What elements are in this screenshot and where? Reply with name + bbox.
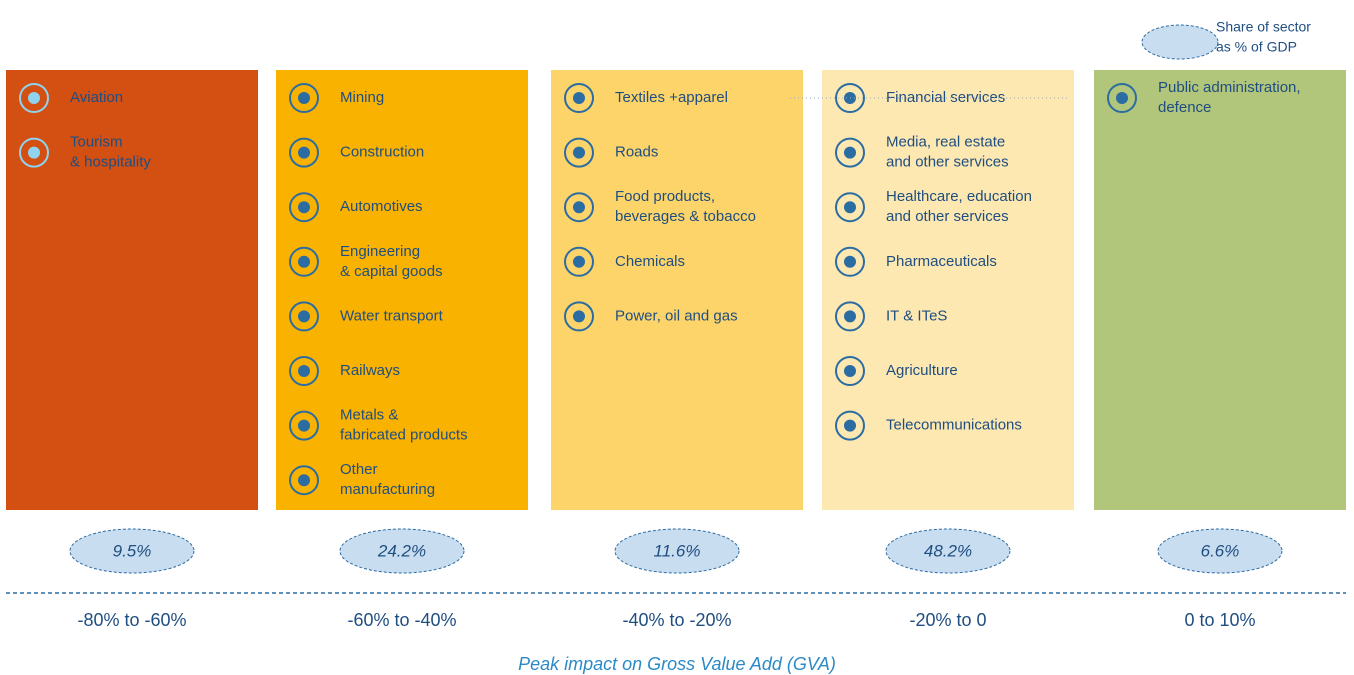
sector-icon-glyph: [298, 365, 310, 377]
sector-label: Tourism: [70, 134, 123, 151]
sector-icon: [835, 192, 865, 223]
sector-icon: [835, 356, 865, 386]
sector-label: Food products,: [615, 188, 715, 205]
range-label: -60% to -40%: [347, 610, 456, 630]
sector-icon-glyph: [298, 310, 310, 323]
share-label: 9.5%: [113, 541, 152, 560]
sector-icon: [564, 301, 594, 332]
sector-icon: [289, 410, 319, 441]
sector-label: Roads: [615, 144, 658, 161]
sector-icon-glyph: [844, 201, 856, 214]
sector-icon: [835, 137, 865, 168]
sector-icon-glyph: [844, 365, 856, 377]
sector-icon-glyph: [298, 255, 310, 268]
sector-icon-glyph: [298, 146, 310, 159]
sector-label: Textiles +apparel: [615, 89, 728, 106]
sector-label: Engineering: [340, 243, 420, 260]
sector-icon: [289, 83, 319, 113]
sector-icon: [835, 246, 865, 277]
sector-icon: [289, 246, 319, 277]
sector-label: Construction: [340, 144, 424, 161]
share-label: 48.2%: [924, 541, 972, 560]
share-bubble: [885, 528, 1011, 574]
range-label: -80% to -60%: [77, 610, 186, 630]
sector-icon: [564, 83, 594, 113]
sector-label: and other services: [886, 154, 1009, 171]
sector-icon-glyph: [298, 474, 310, 487]
sector-icon: [564, 192, 594, 223]
sector-icon-glyph: [573, 201, 585, 214]
sector-icon: [835, 410, 865, 441]
sector-label: Telecommunications: [886, 417, 1022, 434]
sector-label: Aviation: [70, 89, 123, 106]
sector-label: and other services: [886, 208, 1009, 225]
share-bubble: [1157, 528, 1283, 574]
share-label: 6.6%: [1201, 541, 1240, 560]
sector-icon-glyph: [28, 146, 40, 159]
sector-icon-glyph: [298, 92, 310, 104]
sector-icon: [289, 356, 319, 386]
sector-icon-glyph: [573, 146, 585, 159]
sector-label: Mining: [340, 89, 384, 106]
column: [1094, 70, 1346, 510]
sector-label: Pharmaceuticals: [886, 253, 997, 270]
sector-icon-glyph: [298, 201, 310, 214]
sector-label: defence: [1158, 99, 1211, 116]
sector-icon: [564, 137, 594, 168]
sector-icon-glyph: [844, 419, 856, 432]
sector-label: & hospitality: [70, 154, 151, 171]
sector-icon: [289, 301, 319, 332]
sector-label: fabricated products: [340, 427, 468, 444]
sector-label: IT & ITeS: [886, 307, 947, 324]
share-bubble: [69, 528, 195, 574]
sector-label: Other: [340, 461, 378, 478]
sector-icon-glyph: [28, 92, 40, 104]
sector-label: Healthcare, education: [886, 188, 1032, 205]
legend-text: as % of GDP: [1216, 39, 1297, 55]
sector-label: Public administration,: [1158, 79, 1301, 96]
sector-label: Chemicals: [615, 253, 685, 270]
range-label: -20% to 0: [909, 610, 986, 630]
sector-label: Power, oil and gas: [615, 307, 738, 324]
sector-label: Metals &: [340, 407, 398, 424]
column: [551, 70, 803, 510]
sector-icon-glyph: [844, 146, 856, 159]
footer: Peak impact on Gross Value Add (GVA): [518, 654, 836, 674]
sector-icon: [289, 137, 319, 168]
sector-label: Water transport: [340, 307, 444, 324]
range-label: 0 to 10%: [1184, 610, 1255, 630]
sector-icon-glyph: [573, 255, 585, 268]
sector-icon-glyph: [844, 310, 856, 323]
sector-icon: [1107, 83, 1137, 113]
sector-icon: [289, 465, 319, 496]
sector-icon: [835, 83, 865, 113]
sector-icon-glyph: [1116, 92, 1128, 104]
sector-label: beverages & tobacco: [615, 208, 756, 225]
sector-label: Automotives: [340, 198, 423, 215]
sector-icon-glyph: [844, 255, 856, 268]
sector-icon: [835, 301, 865, 332]
share-label: 11.6%: [654, 541, 701, 560]
sector-label: Media, real estate: [886, 134, 1005, 151]
share-bubble: [614, 528, 740, 574]
column: [822, 70, 1074, 510]
sector-label: Financial services: [886, 89, 1005, 106]
sector-icon: [564, 246, 594, 277]
share-bubble: [339, 528, 465, 574]
column: [6, 70, 258, 510]
sector-label: Agriculture: [886, 362, 958, 379]
sector-icon: [289, 192, 319, 223]
sector-label: Railways: [340, 362, 400, 379]
legend-text: Share of sector: [1216, 19, 1311, 35]
legend-swatch: [1141, 24, 1219, 60]
range-label: -40% to -20%: [622, 610, 731, 630]
sector-icon-glyph: [573, 92, 585, 104]
sector-icon-glyph: [573, 310, 585, 323]
sector-label: manufacturing: [340, 481, 435, 498]
column: [276, 70, 528, 510]
sector-label: & capital goods: [340, 263, 443, 280]
share-label: 24.2%: [377, 541, 426, 560]
sector-icon-glyph: [298, 419, 310, 432]
